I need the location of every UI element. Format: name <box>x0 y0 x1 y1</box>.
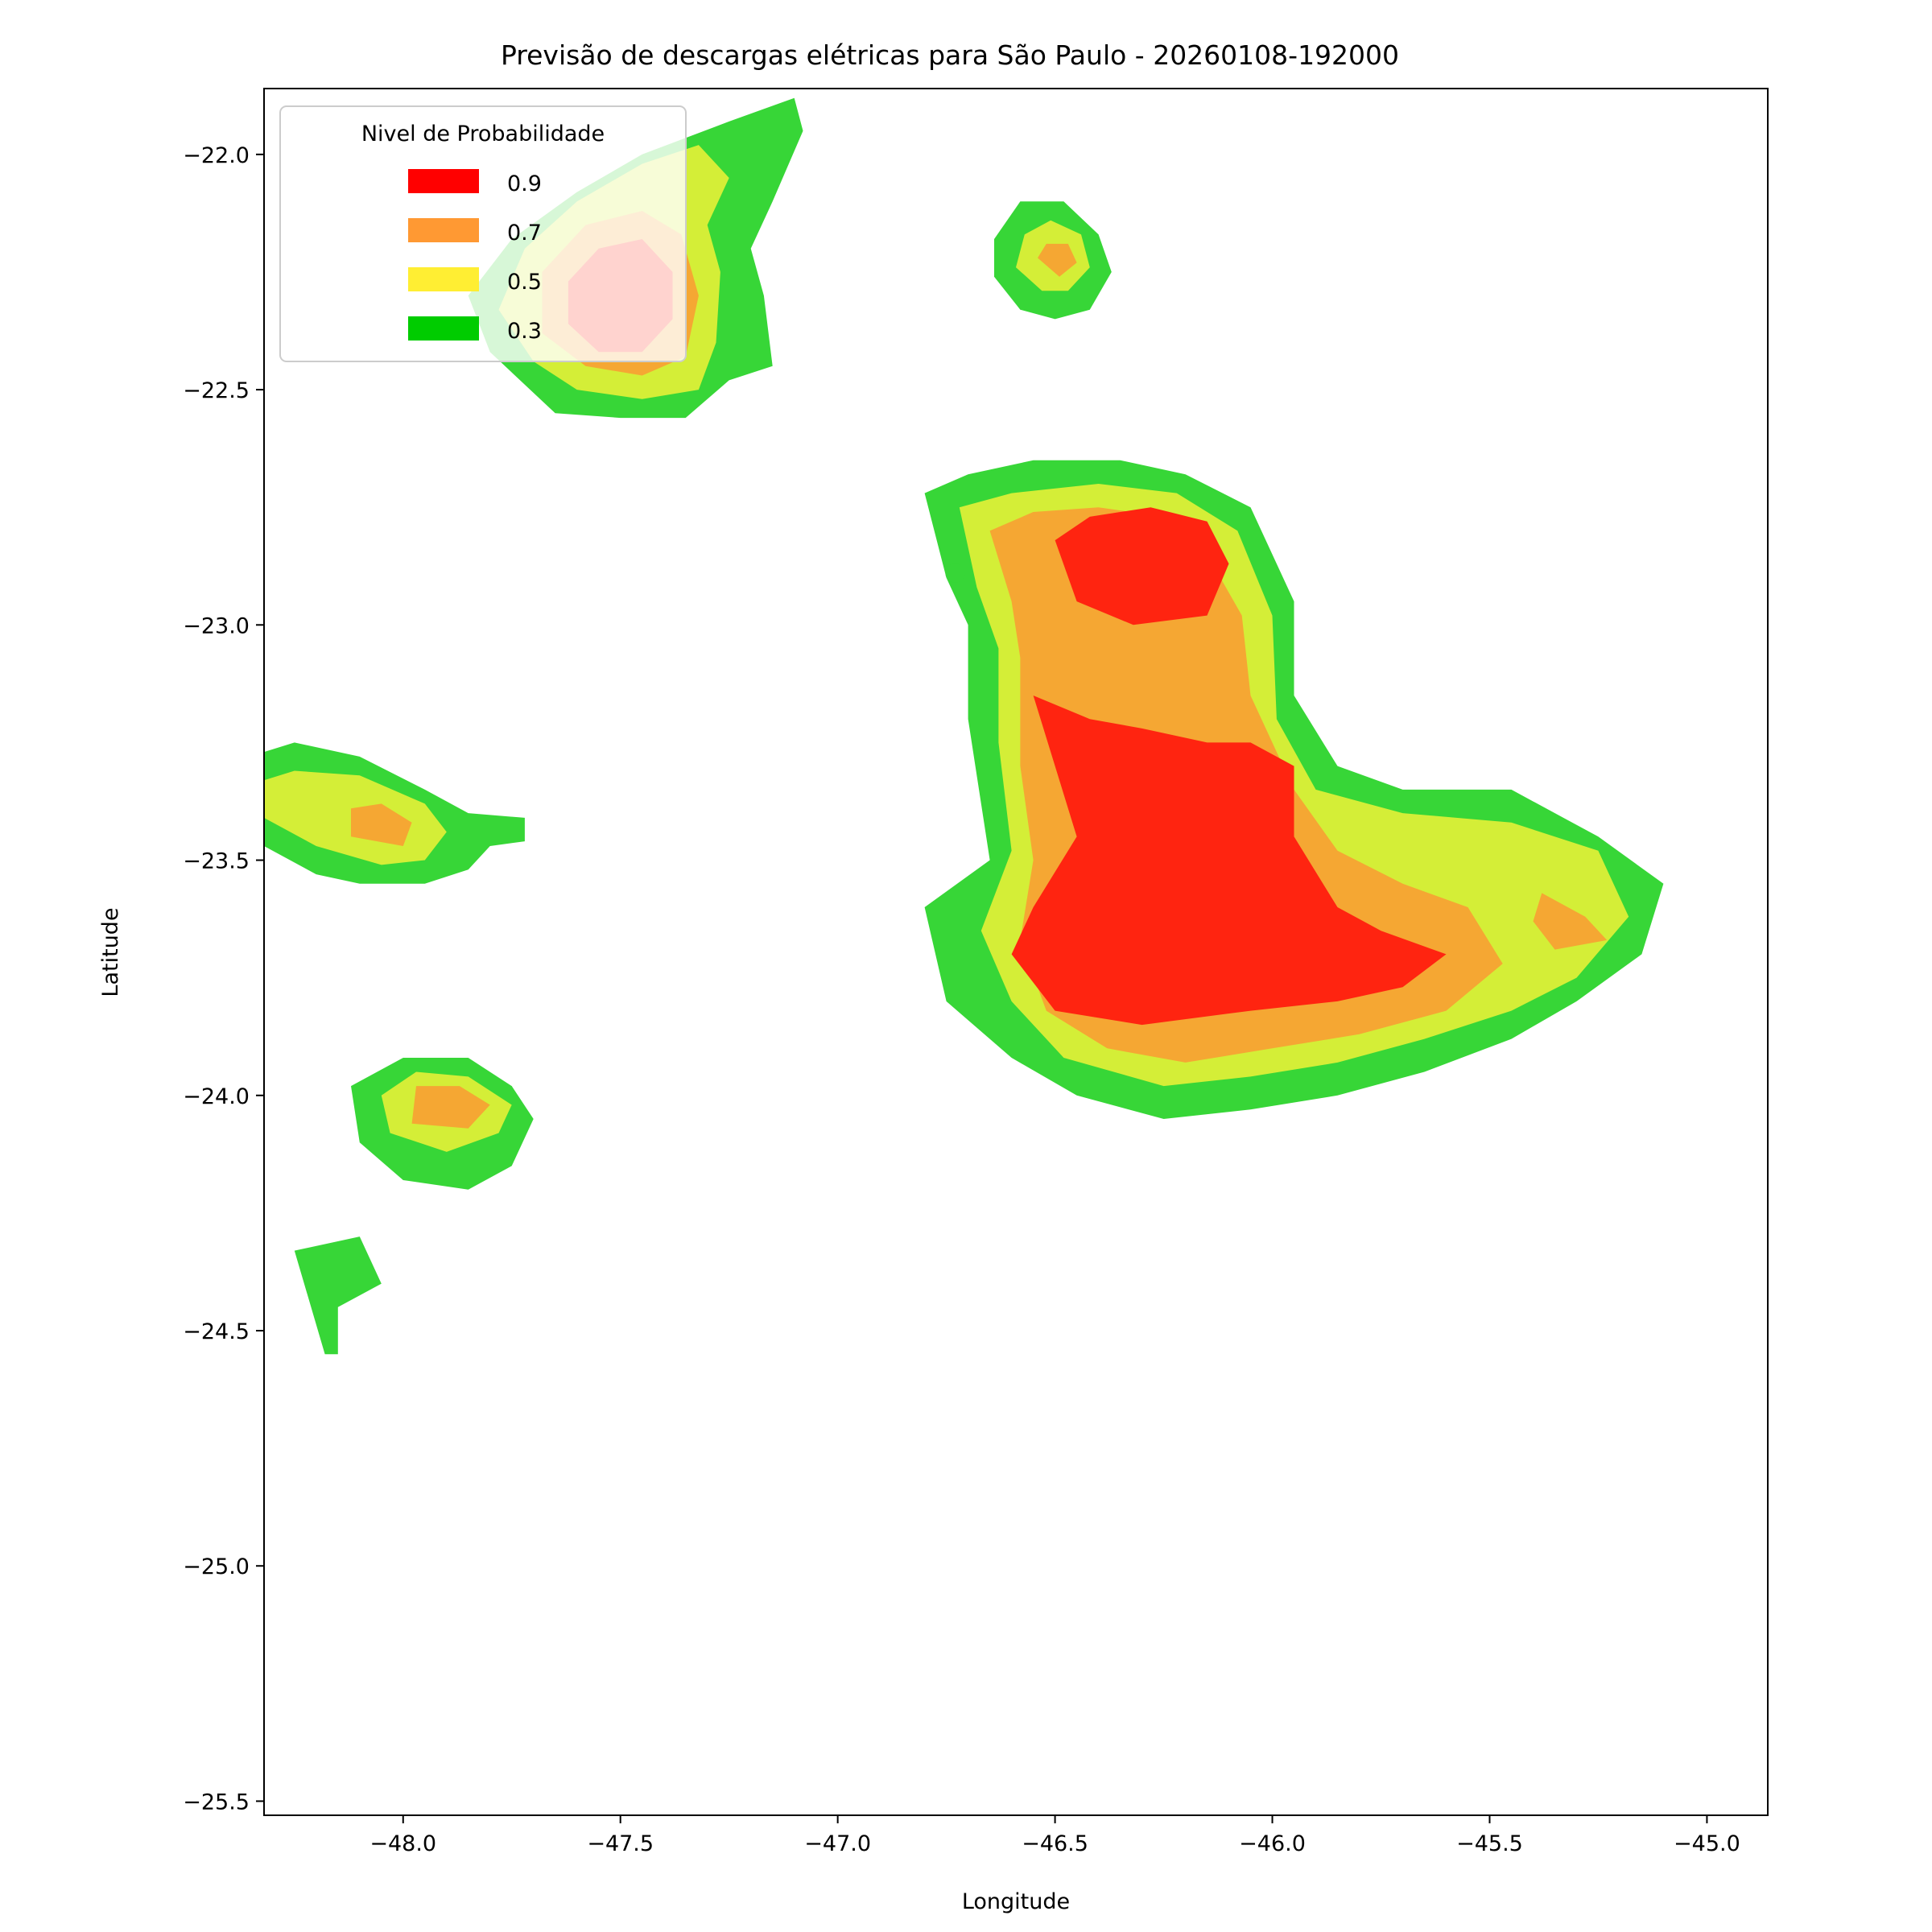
point-marker-0 <box>945 564 965 584</box>
legend-swatch-05 <box>408 267 479 291</box>
legend-swatch-03 <box>408 316 479 341</box>
contour-region-09-17 <box>1055 507 1229 625</box>
contour-regions <box>264 97 1664 1355</box>
y-tick-label: −25.0 <box>183 1554 250 1579</box>
y-tick-label: −25.5 <box>183 1790 250 1814</box>
x-tick-label: −47.0 <box>804 1831 871 1856</box>
x-tick-label: −48.0 <box>369 1831 436 1856</box>
y-axis-label: Latitude <box>98 907 123 997</box>
legend-title: Nivel de Probabilidade <box>361 122 605 147</box>
contour-region-07-19 <box>1533 893 1608 950</box>
legend-entries: 0.9 0.7 0.5 0.3 <box>408 169 542 344</box>
legend-label-03: 0.3 <box>507 319 542 344</box>
y-tick-label: −24.0 <box>183 1084 250 1109</box>
legend-label-09: 0.9 <box>507 171 542 196</box>
legend-swatch-09 <box>408 169 479 193</box>
y-tick-label: −23.5 <box>183 849 250 874</box>
contour-region-07-6 <box>1038 243 1077 277</box>
x-tick-label: −45.5 <box>1456 1831 1523 1856</box>
x-tick-label: −45.0 <box>1674 1831 1740 1856</box>
x-axis-ticks: −48.0 −47.5 −47.0 −46.5 −46.0 −45.5 −45.0 <box>369 1815 1740 1856</box>
x-tick-label: −47.5 <box>587 1831 654 1856</box>
chart-title: Previsão de descargas elétricas para São… <box>501 39 1399 71</box>
point-markers <box>945 564 1096 781</box>
y-tick-label: −22.5 <box>183 378 250 403</box>
x-tick-label: −46.5 <box>1022 1831 1088 1856</box>
x-axis-label: Longitude <box>962 1889 1070 1914</box>
contour-region-03-13 <box>294 1236 382 1355</box>
x-tick-label: −46.0 <box>1239 1831 1306 1856</box>
legend-label-07: 0.7 <box>507 221 542 246</box>
contour-region-09-18 <box>1011 696 1447 1026</box>
legend-swatch-07 <box>408 218 479 242</box>
contour-region-07-9 <box>351 803 412 846</box>
y-tick-label: −23.0 <box>183 613 250 638</box>
legend-box <box>279 105 687 362</box>
legend-label-05: 0.5 <box>507 270 542 295</box>
y-axis-ticks: −22.0 −22.5 −23.0 −23.5 −24.0 −24.5 −25.0 −25.5 <box>183 143 264 1814</box>
legend: Nivel de Probabilidade 0.9 0.7 0.5 0.3 <box>279 105 687 362</box>
y-tick-label: −24.5 <box>183 1319 250 1344</box>
y-tick-label: −22.0 <box>183 143 250 168</box>
plot-area-frame <box>263 88 1769 1816</box>
point-marker-1 <box>1075 761 1096 781</box>
contour-region-07-12 <box>411 1086 490 1129</box>
